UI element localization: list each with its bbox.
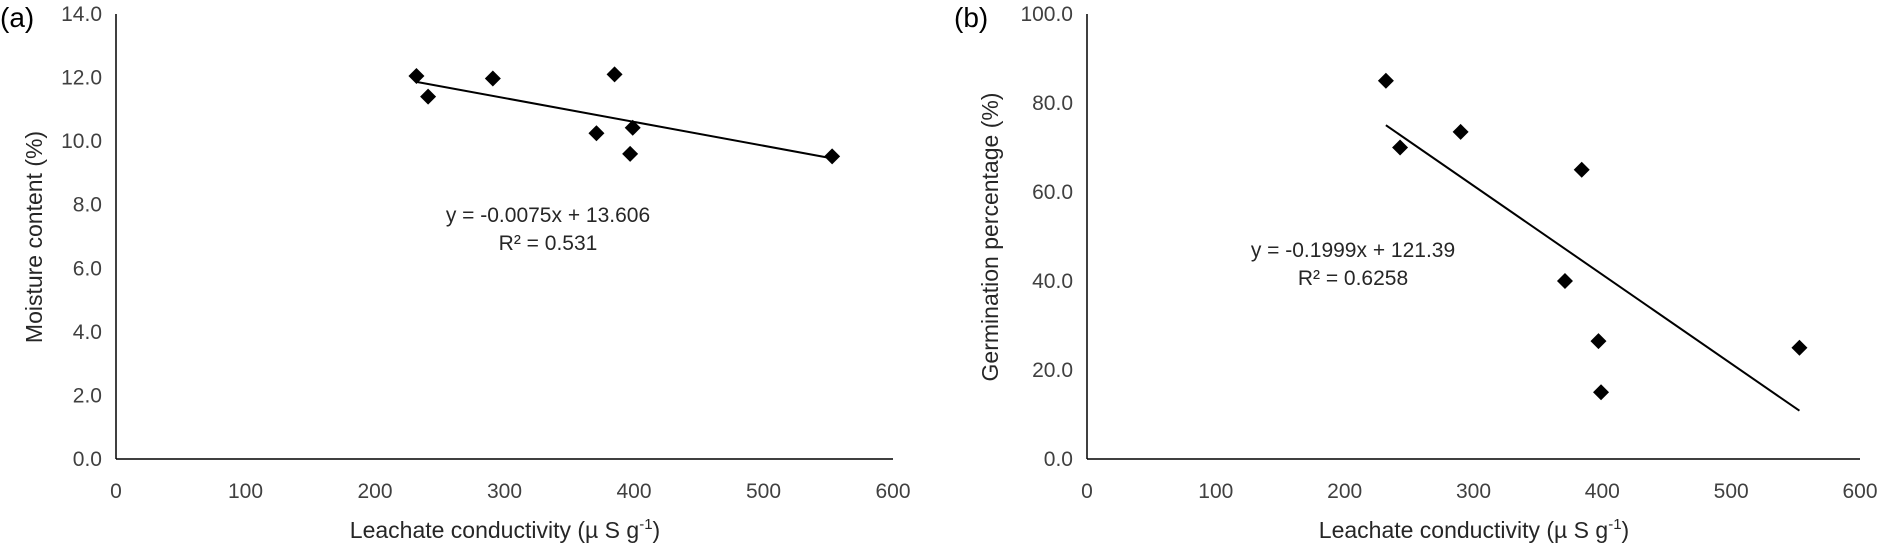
panel-b-data-point-2 xyxy=(1452,123,1469,140)
panel-a-data-point-7 xyxy=(824,148,841,165)
panel-b-data-point-0 xyxy=(1377,72,1394,89)
panel-a-y-tick-2: 4.0 xyxy=(73,321,102,344)
panel-a-x-tick-3: 300 xyxy=(487,480,522,503)
panel-b-y-axis-title: Germination percentage (%) xyxy=(977,93,1003,382)
panel-b-y-tick-1: 20.0 xyxy=(1032,359,1073,382)
panel-a-y-tick-labels: 0.0 2.0 4.0 6.0 8.0 10.0 12.0 14.0 xyxy=(61,3,102,471)
panel-a-trendline xyxy=(416,80,833,160)
panel-b-data-point-5 xyxy=(1590,333,1607,350)
panel-b-data-point-6 xyxy=(1593,384,1610,401)
panel-a-data-point-6 xyxy=(624,119,641,136)
panel-b-data-point-4 xyxy=(1573,161,1590,178)
panel-a-x-tick-2: 200 xyxy=(357,480,392,503)
panel-b-equation: y = -0.1999x + 121.39 xyxy=(1251,239,1455,262)
panel-a-y-axis-title: Moisture content (%) xyxy=(21,131,47,343)
panel-a-x-tick-4: 400 xyxy=(616,480,651,503)
panel-a-y-tick-5: 10.0 xyxy=(61,130,102,153)
panel-a-x-tick-labels: 0 100 200 300 400 500 600 xyxy=(110,480,910,503)
panel-b-x-tick-5: 500 xyxy=(1714,480,1749,503)
panel-b-x-tick-6: 600 xyxy=(1842,480,1877,503)
panel-b-y-tick-2: 40.0 xyxy=(1032,270,1073,293)
panel-a-equation: y = -0.0075x + 13.606 xyxy=(446,204,650,227)
panel-b-x-tick-4: 400 xyxy=(1585,480,1620,503)
panel-a-trendline-group xyxy=(416,80,833,160)
panel-b-data-point-1 xyxy=(1392,139,1409,156)
panel-b-data-point-3 xyxy=(1556,273,1573,289)
panel-a-x-axis-title: Leachate conductivity (µ S g-1) xyxy=(350,516,660,543)
panel-a-y-tick-1: 2.0 xyxy=(73,384,102,407)
panel-b-x-tick-1: 100 xyxy=(1198,480,1233,503)
panel-b-data-points xyxy=(1377,72,1808,401)
panel-a-data-point-0 xyxy=(408,67,425,84)
panel-b-x-tick-3: 300 xyxy=(1456,480,1491,503)
panel-a-data-point-3 xyxy=(588,125,605,142)
panel-b-y-tick-labels: 0.0 20.0 40.0 60.0 80.0 100.0 xyxy=(1020,3,1073,471)
panel-b-y-tick-4: 80.0 xyxy=(1032,92,1073,115)
panel-b-x-axis-title: Leachate conductivity (µ S g-1) xyxy=(1319,516,1629,543)
panel-b-y-tick-3: 60.0 xyxy=(1032,181,1073,204)
panel-a-data-point-1 xyxy=(420,88,437,105)
panel-a-data-point-2 xyxy=(484,70,501,87)
panel-b-x-tick-labels: 0 100 200 300 400 500 600 xyxy=(1081,480,1877,503)
panel-a-y-tick-0: 0.0 xyxy=(73,448,102,471)
panel-a-label: (a) xyxy=(0,2,34,33)
panel-a-x-tick-1: 100 xyxy=(228,480,263,503)
panel-b: (b) 0.0 20.0 40.0 60.0 80.0 100.0 0 100 200 300 4… xyxy=(954,2,1878,543)
panel-b-y-tick-5: 100.0 xyxy=(1020,3,1073,26)
panel-a-x-tick-5: 500 xyxy=(746,480,781,503)
panel-a: (a) 0.0 2.0 4.0 6.0 8.0 10.0 12.0 14.0 0 100 200 3… xyxy=(0,2,911,543)
panel-a-y-tick-7: 14.0 xyxy=(61,3,102,26)
panel-b-data-point-7 xyxy=(1791,339,1808,356)
panel-a-y-tick-6: 12.0 xyxy=(61,67,102,90)
panel-a-data-point-4 xyxy=(606,66,623,83)
panel-b-label: (b) xyxy=(954,2,988,33)
panel-a-y-tick-3: 6.0 xyxy=(73,257,102,280)
panel-b-x-tick-0: 0 xyxy=(1081,480,1093,503)
panel-b-trendline-group xyxy=(1385,124,1801,412)
panel-b-y-tick-0: 0.0 xyxy=(1044,448,1073,471)
panel-b-r-squared: R² = 0.6258 xyxy=(1298,267,1408,290)
panel-b-x-tick-2: 200 xyxy=(1327,480,1362,503)
panel-a-data-point-5 xyxy=(622,145,639,162)
panel-a-x-tick-6: 600 xyxy=(875,480,910,503)
panel-b-trendline xyxy=(1385,124,1801,412)
panel-a-data-points xyxy=(408,66,841,165)
panel-a-x-tick-0: 0 xyxy=(110,480,122,503)
panel-a-r-squared: R² = 0.531 xyxy=(499,232,598,255)
panel-a-y-tick-4: 8.0 xyxy=(73,194,102,217)
